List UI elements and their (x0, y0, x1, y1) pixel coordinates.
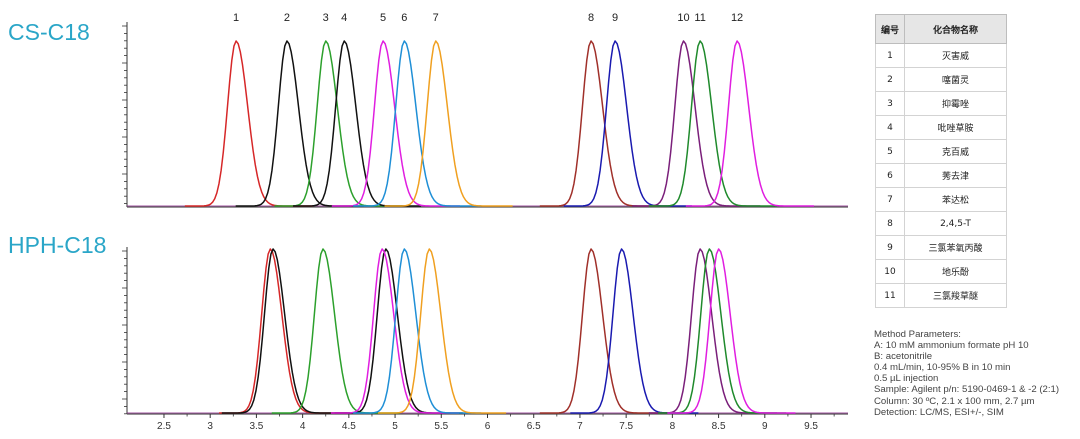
peak-label-7: 7 (433, 12, 439, 24)
method-line: Sample: Agilent p/n: 5190-0469-1 & -2 (2… (874, 384, 1060, 396)
peak-1 (219, 248, 348, 414)
x-tick-label: 7 (577, 421, 583, 432)
method-line: Method Parameters: (874, 329, 961, 340)
method-line: 0.5 µL injection (874, 373, 939, 385)
peak-7 (384, 40, 513, 207)
x-tick-label: 5 (392, 421, 398, 432)
table-row: 4 吡唑草胺 (875, 115, 1007, 140)
compound-name-table: 编号 化合物名称 1 灭害威 2 噻菌灵 3 抑霉唑 4 吡唑草胺 5 克百威 6 莠去津 … (875, 14, 1007, 308)
row-number: 1 (875, 43, 905, 68)
table-row: 10 地乐酚 (875, 259, 1007, 284)
row-compound-name: 莠去津 (904, 163, 1007, 188)
x-tick-label: 8 (670, 421, 676, 432)
row-compound-name: 吡唑草胺 (904, 115, 1007, 140)
peak-label-9: 9 (612, 12, 618, 24)
table-row: 7 苯达松 (875, 187, 1007, 212)
row-number: 2 (875, 67, 905, 92)
peak-9 (570, 248, 699, 414)
row-number: 10 (875, 259, 905, 284)
row-compound-name: 三氯苯氧丙酸 (904, 235, 1007, 260)
peak-12 (685, 40, 814, 207)
table-row: 1 灭害威 (875, 43, 1007, 68)
peak-12 (667, 248, 796, 414)
peak-label-2: 2 (284, 12, 290, 24)
method-parameters: Method Parameters: A: 10 mM ammonium for… (874, 329, 1078, 418)
peak-label-5: 5 (380, 12, 386, 24)
peak-8 (539, 248, 668, 414)
row-compound-name: 克百威 (904, 139, 1007, 164)
row-number: 5 (875, 139, 905, 164)
peak-2 (221, 248, 350, 414)
peak-2 (235, 40, 364, 207)
x-tick-label: 8.5 (712, 421, 726, 432)
table-header-row: 编号 化合物名称 (875, 14, 1007, 44)
x-tick-label: 2.5 (157, 421, 171, 432)
x-tick-label: 7.5 (619, 421, 633, 432)
method-line: Column: 30 ºC, 2.1 x 100 mm, 2.7 µm (874, 395, 1035, 407)
row-number: 11 (875, 283, 905, 308)
peak-11 (648, 40, 777, 207)
peak-6 (353, 248, 482, 414)
compound-table: 编号 化合物名称 1 灭害威 2 噻菌灵 3 抑霉唑 4 吡唑草胺 5 克百威 6 莠去津 … (875, 14, 1007, 308)
table-row: 11 三氯羧草醚 (875, 283, 1007, 308)
x-tick-label: 9 (762, 421, 768, 432)
method-line: B: acetonitrile (874, 351, 933, 363)
row-compound-name: 灭害威 (904, 43, 1007, 68)
x-tick-label: 4 (300, 421, 306, 432)
method-line: Detection: LC/MS, ESI+/-, SIM (874, 406, 1004, 418)
method-line: A: 10 mM ammonium formate pH 10 (874, 340, 1029, 352)
peak-10 (648, 248, 777, 414)
x-tick-label: 6 (485, 421, 491, 432)
chromatogram-chart: CS-C18 HPH-C18 1 2 3 4 5 6 7 8 9 10 11 122.5 3 3.5 4 4.… (8, 12, 848, 432)
x-tick-label: 5.5 (434, 421, 448, 432)
table-row: 3 抑霉唑 (875, 91, 1007, 116)
method-line: 0.4 mL/min, 10-95% B in 10 min (874, 362, 1011, 374)
x-tick-label: 6.5 (527, 421, 541, 432)
row-compound-name: 三氯羧草醚 (904, 283, 1007, 308)
x-tick-label: 4.5 (342, 421, 356, 432)
peak-label-11: 11 (694, 12, 705, 24)
row-compound-name: 2,4,5-T (904, 211, 1007, 236)
peak-6 (353, 40, 482, 207)
row-compound-name: 地乐酚 (904, 259, 1007, 284)
x-tick-label: 9.5 (804, 421, 818, 432)
table-row: 9 三氯苯氧丙酸 (875, 235, 1007, 260)
row-compound-name: 抑霉唑 (904, 91, 1007, 116)
peak-label-3: 3 (323, 12, 329, 24)
header-compound-name: 化合物名称 (904, 14, 1007, 44)
table-row: 8 2,4,5-T (875, 211, 1007, 236)
peak-label-6: 6 (401, 12, 407, 24)
row-number: 6 (875, 163, 905, 188)
panel-label-hph-c18: HPH-C18 (8, 232, 106, 258)
peak-8 (539, 40, 668, 207)
x-tick-label: 3.5 (249, 421, 263, 432)
peak-label-10: 10 (677, 12, 689, 24)
row-number: 7 (875, 187, 905, 212)
row-compound-name: 噻菌灵 (904, 67, 1007, 92)
peak-10 (632, 40, 761, 207)
table-row: 5 克百威 (875, 139, 1007, 164)
row-number: 9 (875, 235, 905, 260)
table-row: 6 莠去津 (875, 163, 1007, 188)
row-compound-name: 苯达松 (904, 187, 1007, 212)
row-number: 4 (875, 115, 905, 140)
row-number: 3 (875, 91, 905, 116)
peak-label-1: 1 (233, 12, 239, 24)
table-row: 2 噻菌灵 (875, 67, 1007, 92)
peak-4 (292, 40, 422, 207)
header-number: 编号 (875, 14, 905, 44)
panel-label-cs-c18: CS-C18 (8, 19, 90, 45)
peak-label-4: 4 (341, 12, 347, 24)
peak-7 (378, 248, 507, 414)
peak-label-12: 12 (731, 12, 743, 24)
peak-label-8: 8 (588, 12, 594, 24)
row-number: 8 (875, 211, 905, 236)
x-tick-label: 3 (207, 421, 213, 432)
